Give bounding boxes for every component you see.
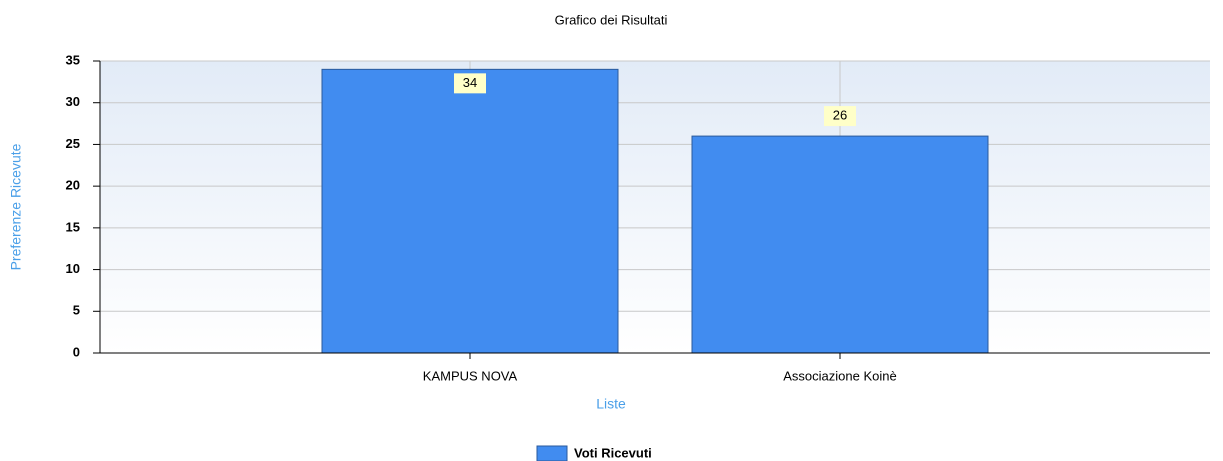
- y-tick-label: 35: [66, 52, 80, 67]
- x-tick-label: KAMPUS NOVA: [423, 368, 518, 383]
- y-tick-label: 30: [66, 94, 80, 109]
- y-tick-label: 5: [73, 303, 80, 318]
- chart-title: Grafico dei Risultati: [555, 12, 668, 27]
- legend-swatch: [536, 445, 568, 461]
- y-tick-label: 15: [66, 219, 80, 234]
- data-label-box: [824, 106, 856, 127]
- bar: [321, 68, 619, 354]
- data-label: 34: [463, 75, 477, 90]
- y-tick-label: 10: [66, 261, 80, 276]
- data-label-box: [454, 73, 486, 94]
- data-label: 26: [833, 108, 847, 123]
- y-tick-label: 0: [73, 344, 80, 359]
- x-axis-title: Liste: [596, 396, 626, 412]
- y-axis-title: Preferenze Ricevute: [8, 143, 24, 270]
- plot-area: [100, 61, 1210, 353]
- legend-label: Voti Ricevuti: [574, 445, 652, 460]
- bar: [691, 135, 989, 354]
- y-tick-label: 20: [66, 178, 80, 193]
- y-tick-label: 25: [66, 136, 80, 151]
- x-tick-label: Associazione Koinè: [783, 368, 896, 383]
